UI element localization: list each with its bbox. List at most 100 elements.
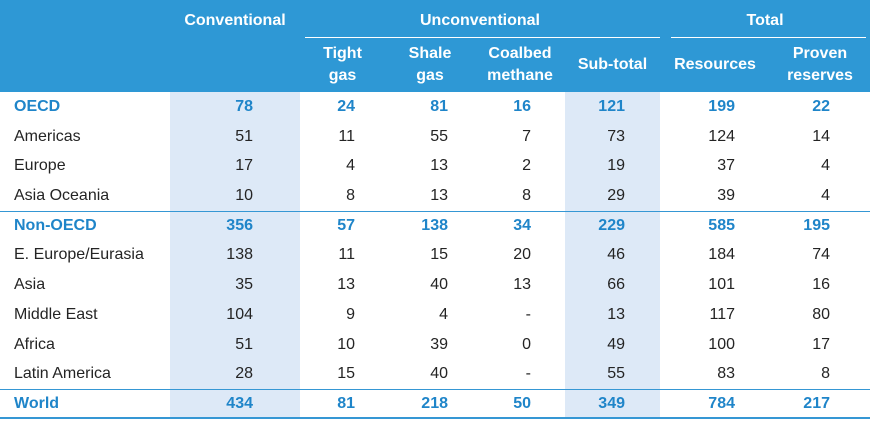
column-group-label: Unconventional [419,11,540,29]
cell-proven-reserves: 22 [812,98,830,115]
cell-coalbed-methane: - [525,305,531,323]
cell-shale-gas: 39 [430,335,448,353]
cell-sub-total: 29 [565,181,660,211]
cell-coalbed-methane: 2 [522,157,531,175]
cell-sub-total: 66 [565,270,660,300]
cell-shale-gas: 13 [430,187,448,205]
cell-resources: 784 [708,394,735,412]
column-header-label: Coalbed methane [487,45,553,84]
row-label: Asia Oceania [14,187,110,205]
cell-shale-gas: 13 [430,157,448,175]
cell-conventional: 434 [170,388,300,419]
region-total-row: Non-OECD 356 57 138 34 229 585 195 [0,210,870,241]
row-label: Middle East [14,305,98,323]
cell-resources: 124 [708,127,735,145]
column-header-label: Shale gas [408,45,452,84]
row-label: E. Europe/Eurasia [14,246,144,264]
world-total-row: World 434 81 218 50 349 784 217 [0,388,870,419]
cell-resources: 199 [708,98,735,115]
cell-proven-reserves: 195 [803,216,830,234]
cell-coalbed-methane: - [525,365,531,383]
cell-tight-gas: 13 [337,276,355,294]
cell-sub-total: 229 [565,210,660,241]
table-row: Americas 51 11 55 7 73 124 14 [0,121,870,152]
cell-resources: 101 [708,276,735,294]
cell-resources: 39 [717,187,735,205]
cell-proven-reserves: 17 [812,335,830,353]
column-group-unconventional: Unconventional [300,0,660,38]
cell-conventional: 35 [170,270,300,300]
table-body: OECD 78 24 81 16 121 199 22 Americas 51 11 55 7 73 124… [0,92,870,419]
table-row: Europe 17 4 13 2 19 37 4 [0,151,870,182]
cell-coalbed-methane: 16 [513,98,531,115]
cell-sub-total: 19 [565,151,660,182]
column-header-tight-gas: Tight gas [300,38,385,92]
column-header-shale-gas: Shale gas [385,38,475,92]
cell-conventional: 104 [170,299,300,330]
gas-resources-table: Conventional Unconventional Total Tight … [0,0,870,419]
column-header-resources: Resources [660,38,770,92]
cell-sub-total: 55 [565,359,660,389]
cell-proven-reserves: 16 [812,276,830,294]
cell-sub-total: 46 [565,240,660,271]
cell-sub-total: 73 [565,121,660,152]
cell-shale-gas: 40 [430,276,448,294]
cell-conventional: 356 [170,210,300,241]
cell-tight-gas: 11 [338,246,355,264]
row-label: Non-OECD [14,216,97,234]
cell-resources: 100 [708,335,735,353]
cell-coalbed-methane: 20 [513,246,531,264]
column-group-total: Total [660,0,870,38]
cell-tight-gas: 15 [337,365,355,383]
cell-tight-gas: 57 [337,216,355,234]
column-group-label: Conventional [184,11,286,29]
cell-resources: 37 [717,157,735,175]
column-header-label: Sub-total [577,56,648,73]
cell-coalbed-methane: 13 [513,276,531,294]
cell-tight-gas: 8 [346,187,355,205]
cell-conventional: 17 [170,151,300,182]
cell-conventional: 51 [170,329,300,360]
table-row: Middle East 104 9 4 - 13 117 80 [0,299,870,330]
column-header-label: Resources [674,56,756,73]
cell-tight-gas: 4 [346,157,355,175]
cell-tight-gas: 24 [337,98,355,115]
cell-shale-gas: 81 [430,98,448,115]
row-label: Americas [14,127,81,145]
table-row: Asia 35 13 40 13 66 101 16 [0,270,870,300]
cell-resources: 83 [717,365,735,383]
cell-shale-gas: 4 [439,305,448,323]
column-group-label: Total [746,11,784,29]
cell-conventional: 51 [170,121,300,152]
column-header-label: Tight gas [323,45,362,84]
cell-conventional: 138 [170,240,300,271]
column-header-coalbed-methane: Coalbed methane [475,38,565,92]
column-group-conventional: Conventional [170,0,300,38]
cell-conventional: 28 [170,359,300,389]
cell-proven-reserves: 4 [821,187,830,205]
cell-proven-reserves: 217 [803,394,830,412]
row-label: Africa [14,335,55,353]
cell-shale-gas: 55 [430,127,448,145]
row-label: Latin America [14,365,111,383]
cell-sub-total: 13 [565,299,660,330]
cell-coalbed-methane: 34 [513,216,531,234]
cell-tight-gas: 9 [346,305,355,323]
column-header-label: Proven reserves [787,45,853,84]
cell-conventional: 78 [170,92,300,122]
cell-shale-gas: 218 [421,394,448,412]
table-header: Conventional Unconventional Total Tight … [0,0,870,92]
cell-proven-reserves: 14 [812,127,830,145]
table-row: Latin America 28 15 40 - 55 83 8 [0,359,870,389]
column-header-proven-reserves: Proven reserves [770,38,870,92]
row-label: OECD [14,98,61,115]
cell-proven-reserves: 74 [812,246,830,264]
cell-proven-reserves: 80 [812,305,830,323]
cell-proven-reserves: 8 [821,365,830,383]
cell-resources: 184 [708,246,735,264]
cell-tight-gas: 81 [337,394,355,412]
cell-conventional: 10 [170,181,300,211]
cell-sub-total: 121 [565,92,660,122]
cell-proven-reserves: 4 [821,157,830,175]
cell-sub-total: 49 [565,329,660,360]
